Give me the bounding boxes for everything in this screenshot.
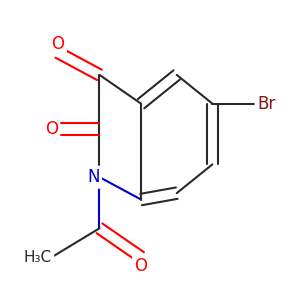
Text: Br: Br (257, 95, 275, 113)
Text: O: O (45, 120, 58, 138)
Text: O: O (51, 34, 64, 52)
Text: O: O (135, 257, 148, 275)
Text: H₃C: H₃C (24, 250, 52, 265)
Text: N: N (87, 168, 100, 186)
